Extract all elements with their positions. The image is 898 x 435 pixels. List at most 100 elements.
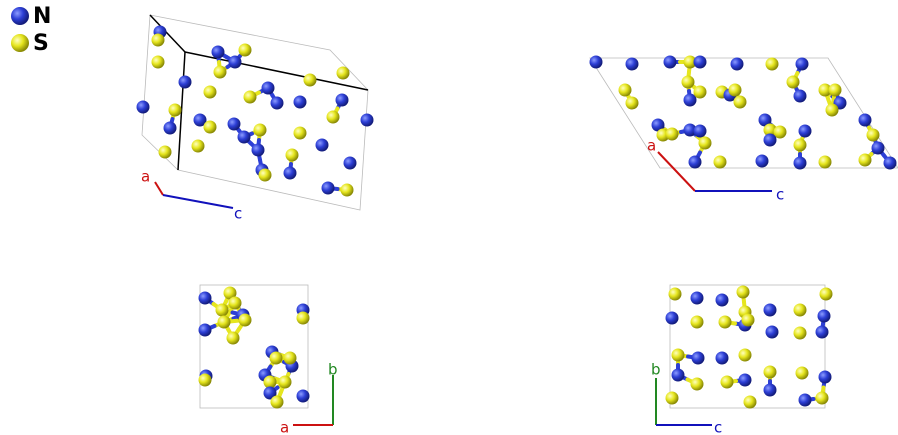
axis-label: a (141, 168, 150, 186)
atom-s (794, 327, 807, 340)
atom-n (872, 142, 885, 155)
unit-cell (200, 285, 308, 408)
atom-n (672, 369, 685, 382)
atom-s (682, 76, 695, 89)
atom-s (284, 352, 297, 365)
atom-n (262, 82, 275, 95)
atom-n (859, 114, 872, 127)
legend-swatch (11, 34, 29, 52)
atom-n (179, 76, 192, 89)
atom-s (744, 396, 757, 409)
atom-s (787, 76, 800, 89)
axis-label: a (280, 419, 289, 435)
axis-label: b (328, 361, 338, 379)
atom-n (294, 96, 307, 109)
axis-label: c (234, 205, 242, 223)
atom-s (691, 316, 704, 329)
atom-s (199, 374, 212, 387)
atom-s (764, 366, 777, 379)
atom-s (739, 349, 752, 362)
atom-s (297, 312, 310, 325)
atom-n (764, 134, 777, 147)
atom-s (669, 288, 682, 301)
atom-s (259, 169, 272, 182)
axis-label: c (776, 186, 784, 204)
atom-s (729, 84, 742, 97)
atom-n (756, 155, 769, 168)
atom-s (229, 297, 242, 310)
atom-s (826, 104, 839, 117)
atom-s (734, 96, 747, 109)
atom-n (691, 292, 704, 305)
atom-n (199, 324, 212, 337)
atom-s (254, 124, 267, 137)
atom-n (252, 144, 265, 157)
atom-n (766, 326, 779, 339)
atom-n (626, 58, 639, 71)
atom-n (689, 156, 702, 169)
axis-triads (155, 152, 772, 425)
atom-s (337, 67, 350, 80)
atom-s (691, 378, 704, 391)
atom-n (322, 182, 335, 195)
atom-s (227, 332, 240, 345)
atom-s (239, 44, 252, 57)
atom-s (239, 314, 252, 327)
unit-cell (670, 285, 825, 408)
atom-s (794, 139, 807, 152)
atom-s (794, 304, 807, 317)
atom-n (361, 114, 374, 127)
atom-s (619, 84, 632, 97)
atom-n (884, 157, 897, 170)
atom-s (820, 288, 833, 301)
atom-n (799, 394, 812, 407)
atoms (137, 26, 897, 409)
atom-n (739, 374, 752, 387)
legend-label: S (33, 31, 49, 56)
atom-n (799, 125, 812, 138)
atom-n (284, 167, 297, 180)
atom-s (816, 392, 829, 405)
atom-n (199, 292, 212, 305)
atom-s (286, 149, 299, 162)
atom-s (159, 146, 172, 159)
atom-n (336, 94, 349, 107)
atom-s (192, 140, 205, 153)
atom-s (672, 349, 685, 362)
axis-label: b (651, 361, 661, 379)
atom-n (297, 390, 310, 403)
atom-n (692, 352, 705, 365)
atom-n (731, 58, 744, 71)
atom-s (699, 137, 712, 150)
atom-n (229, 56, 242, 69)
legend-swatch (11, 7, 29, 25)
atom-s (169, 104, 182, 117)
atom-s (279, 376, 292, 389)
atom-s (244, 91, 257, 104)
atom-n (716, 352, 729, 365)
atom-s (737, 286, 750, 299)
atom-s (859, 154, 872, 167)
atom-s (270, 352, 283, 365)
atom-n (316, 139, 329, 152)
atom-s (204, 121, 217, 134)
atom-n (137, 101, 150, 114)
atom-n (164, 122, 177, 135)
atom-n (818, 310, 831, 323)
axis-label: a (647, 137, 656, 155)
atom-n (344, 157, 357, 170)
atom-s (214, 66, 227, 79)
atom-s (152, 34, 165, 47)
atom-n (716, 294, 729, 307)
atom-n (694, 56, 707, 69)
atom-s (719, 316, 732, 329)
atom-s (714, 156, 727, 169)
atom-s (766, 58, 779, 71)
atom-s (796, 367, 809, 380)
atom-n (816, 326, 829, 339)
atom-n (764, 304, 777, 317)
atom-n (238, 131, 251, 144)
atom-s (626, 97, 639, 110)
atom-s (829, 84, 842, 97)
atom-s (867, 129, 880, 142)
